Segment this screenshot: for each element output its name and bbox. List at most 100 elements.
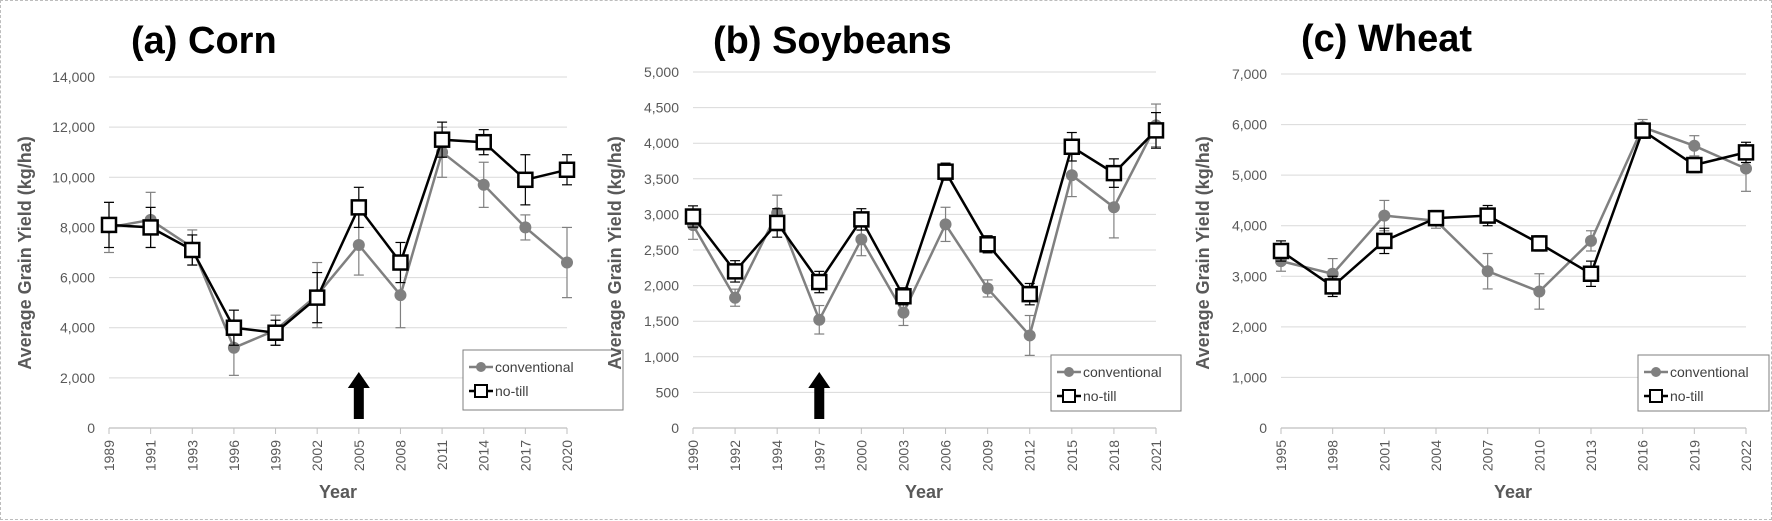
y-axis-label: Average Grain Yield (kg/ha) — [15, 136, 35, 369]
legend-marker — [476, 362, 486, 372]
x-tick-label: 2006 — [938, 440, 954, 471]
x-tick-label: 2011 — [434, 440, 450, 470]
x-tick-label: 1994 — [769, 440, 785, 471]
chart-title: (c) Wheat — [1301, 18, 1472, 60]
data-point — [561, 256, 573, 269]
x-tick-label: 2003 — [895, 440, 911, 471]
chart-0: (a) Corn 0 2,000 4,000 6,000 8,000 10,000 12,00… — [15, 20, 624, 502]
y-tick-label: 2,000 — [644, 278, 679, 294]
arrow-up-icon — [347, 372, 370, 419]
series-line — [1280, 128, 1747, 288]
x-tick-label: 1990 — [685, 440, 701, 471]
data-point — [517, 171, 534, 189]
data-point — [100, 216, 118, 234]
chart-2: (c) Wheat 0 1,000 2,000 3,000 4,000 5,000 6,000… — [1193, 18, 1770, 502]
x-tick-label: 2013 — [1583, 440, 1599, 471]
data-point — [853, 211, 870, 228]
series-notill — [100, 121, 576, 346]
data-point — [225, 319, 243, 336]
data-point — [477, 178, 490, 191]
y-tick-label: 4,000 — [644, 135, 679, 151]
y-tick-label: 4,000 — [1232, 218, 1267, 234]
x-axis-label: Year — [905, 482, 943, 502]
data-point — [855, 233, 868, 246]
y-tick-label: 0 — [671, 420, 679, 436]
y-tick-label: 4,500 — [644, 100, 679, 116]
data-point — [1147, 122, 1165, 139]
data-point — [684, 208, 702, 225]
legend-label: no-till — [1670, 388, 1703, 404]
series-line — [1280, 125, 1747, 293]
y-tick-label: 0 — [87, 420, 95, 436]
y-tick-label: 14,000 — [52, 69, 95, 85]
x-tick-label: 2016 — [1635, 440, 1651, 471]
y-tick-label: 12,000 — [52, 119, 95, 135]
data-point — [813, 313, 826, 326]
x-tick-label: 2005 — [351, 440, 367, 471]
data-point — [1582, 265, 1600, 283]
data-point — [1479, 207, 1496, 224]
legend-label: conventional — [495, 359, 574, 375]
data-point — [1065, 169, 1078, 182]
x-tick-label: 2010 — [1531, 440, 1547, 471]
data-point — [1107, 201, 1120, 214]
data-point — [1063, 138, 1081, 156]
y-tick-label: 1,000 — [1232, 369, 1267, 385]
x-tick-label: 2009 — [980, 440, 996, 471]
y-tick-label: 10,000 — [52, 169, 95, 185]
data-point — [1533, 285, 1546, 298]
data-point — [1737, 144, 1755, 161]
data-point — [392, 254, 409, 271]
data-point — [1585, 234, 1597, 247]
data-point — [267, 324, 284, 341]
x-tick-label: 2008 — [392, 440, 408, 471]
data-point — [475, 133, 492, 151]
x-tick-label: 2007 — [1480, 440, 1496, 471]
legend: conventional no-till — [1637, 354, 1770, 412]
x-tick-label: 2021 — [1148, 440, 1164, 471]
chart-title: (b) Soybeans — [713, 20, 952, 62]
y-tick-label: 1,500 — [644, 313, 679, 329]
data-point — [1686, 156, 1703, 174]
y-tick-label: 5,000 — [1232, 167, 1267, 183]
x-tick-label: 1991 — [143, 440, 159, 471]
data-point — [1634, 122, 1651, 139]
y-tick-label: 6,000 — [60, 270, 95, 286]
data-point — [726, 263, 744, 280]
x-tick-label: 2002 — [309, 440, 325, 471]
y-tick-label: 3,500 — [644, 171, 679, 187]
y-tick-label: 3,000 — [644, 206, 679, 222]
x-tick-label: 2012 — [1022, 440, 1038, 471]
data-point — [939, 218, 952, 231]
x-tick-label: 2014 — [476, 440, 492, 471]
series-notill — [1272, 122, 1755, 298]
data-point — [433, 131, 451, 148]
data-point — [1376, 232, 1393, 250]
legend-marker — [474, 384, 488, 398]
data-point — [1105, 164, 1123, 182]
data-point — [979, 236, 996, 253]
series-conventional — [687, 103, 1162, 356]
data-point — [519, 221, 532, 234]
series-conventional — [1275, 118, 1752, 310]
y-tick-label: 2,000 — [1232, 319, 1267, 335]
legend-label: no-till — [495, 383, 528, 399]
data-point — [1021, 285, 1038, 303]
x-tick-label: 1989 — [101, 440, 117, 471]
x-axis-label: Year — [1494, 482, 1532, 502]
data-point — [1481, 265, 1494, 278]
x-tick-label: 2022 — [1738, 440, 1754, 471]
y-tick-label: 6,000 — [1232, 117, 1267, 133]
data-point — [1378, 209, 1391, 222]
legend-box — [462, 349, 624, 411]
data-point — [1688, 139, 1701, 152]
x-tick-label: 1993 — [184, 440, 200, 471]
x-tick-label: 2018 — [1106, 440, 1122, 471]
data-point — [350, 199, 368, 216]
data-point — [184, 241, 201, 259]
data-point — [352, 238, 365, 251]
legend-label: conventional — [1083, 364, 1162, 380]
data-point — [937, 163, 954, 180]
data-point — [768, 214, 786, 232]
